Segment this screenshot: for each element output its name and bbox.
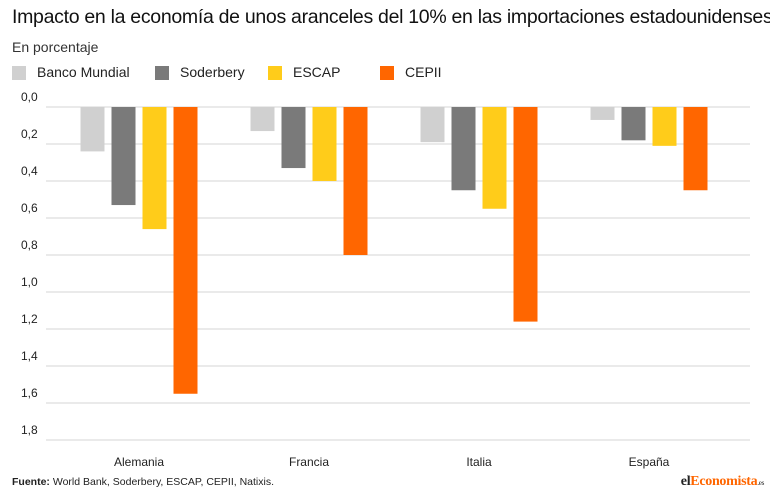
- bar-italia-cepii: [513, 107, 538, 322]
- chart-title: Impacto en la economía de unos aranceles…: [12, 6, 770, 28]
- y-tick-label: 1,8: [21, 423, 38, 437]
- bar-chart: 0,0 0,2 0,4 0,6 0,8 1,0 1,2 1,4 1,6 1,8 Alemania Fr…: [21, 90, 750, 469]
- legend-swatch: [155, 66, 169, 80]
- bar-alemania-escap: [142, 107, 167, 230]
- bar-francia-banco-mundial: [250, 107, 275, 132]
- bar-españa-soderbery: [621, 107, 646, 141]
- legend-swatch: [268, 66, 282, 80]
- bar-francia-soderbery: [281, 107, 306, 169]
- source-text: World Bank, Soderbery, ESCAP, CEPII, Nat…: [52, 476, 275, 488]
- bar-italia-escap: [482, 107, 507, 209]
- legend-label: Soderbery: [180, 64, 245, 80]
- source-note: Fuente: World Bank, Soderbery, ESCAP, CE…: [12, 476, 274, 488]
- x-tick-label: Italia: [466, 455, 492, 469]
- bar-italia-banco-mundial: [420, 107, 445, 143]
- bar-españa-banco-mundial: [590, 107, 615, 120]
- y-tick-label: 1,2: [21, 312, 38, 326]
- y-tick-label: 0,2: [21, 127, 38, 141]
- bar-italia-soderbery: [451, 107, 476, 191]
- chart-subtitle: En porcentaje: [12, 39, 99, 55]
- bar-alemania-soderbery: [111, 107, 136, 206]
- legend-label: CEPII: [405, 64, 442, 80]
- bar-alemania-banco-mundial: [80, 107, 105, 152]
- legend-swatch: [380, 66, 394, 80]
- y-tick-label: 1,6: [21, 386, 38, 400]
- y-tick-label: 0,8: [21, 238, 38, 252]
- y-tick-label: 1,0: [21, 275, 38, 289]
- y-tick-label: 1,4: [21, 349, 38, 363]
- bar-francia-escap: [312, 107, 337, 181]
- source-label: Fuente:: [12, 476, 50, 488]
- bar-españa-escap: [652, 107, 677, 146]
- y-tick-label: 0,0: [21, 90, 38, 104]
- legend-label: Banco Mundial: [37, 64, 130, 80]
- bar-españa-cepii: [683, 107, 708, 191]
- publisher-logo: elEconomista.es: [680, 474, 765, 489]
- y-tick-label: 0,6: [21, 201, 38, 215]
- x-tick-label: Francia: [289, 455, 329, 469]
- y-tick-label: 0,4: [21, 164, 38, 178]
- legend-label: ESCAP: [293, 64, 341, 80]
- x-tick-label: Alemania: [114, 455, 164, 469]
- x-tick-label: España: [629, 455, 670, 469]
- bar-francia-cepii: [343, 107, 368, 255]
- legend-swatch: [12, 66, 26, 80]
- bar-alemania-cepii: [173, 107, 198, 394]
